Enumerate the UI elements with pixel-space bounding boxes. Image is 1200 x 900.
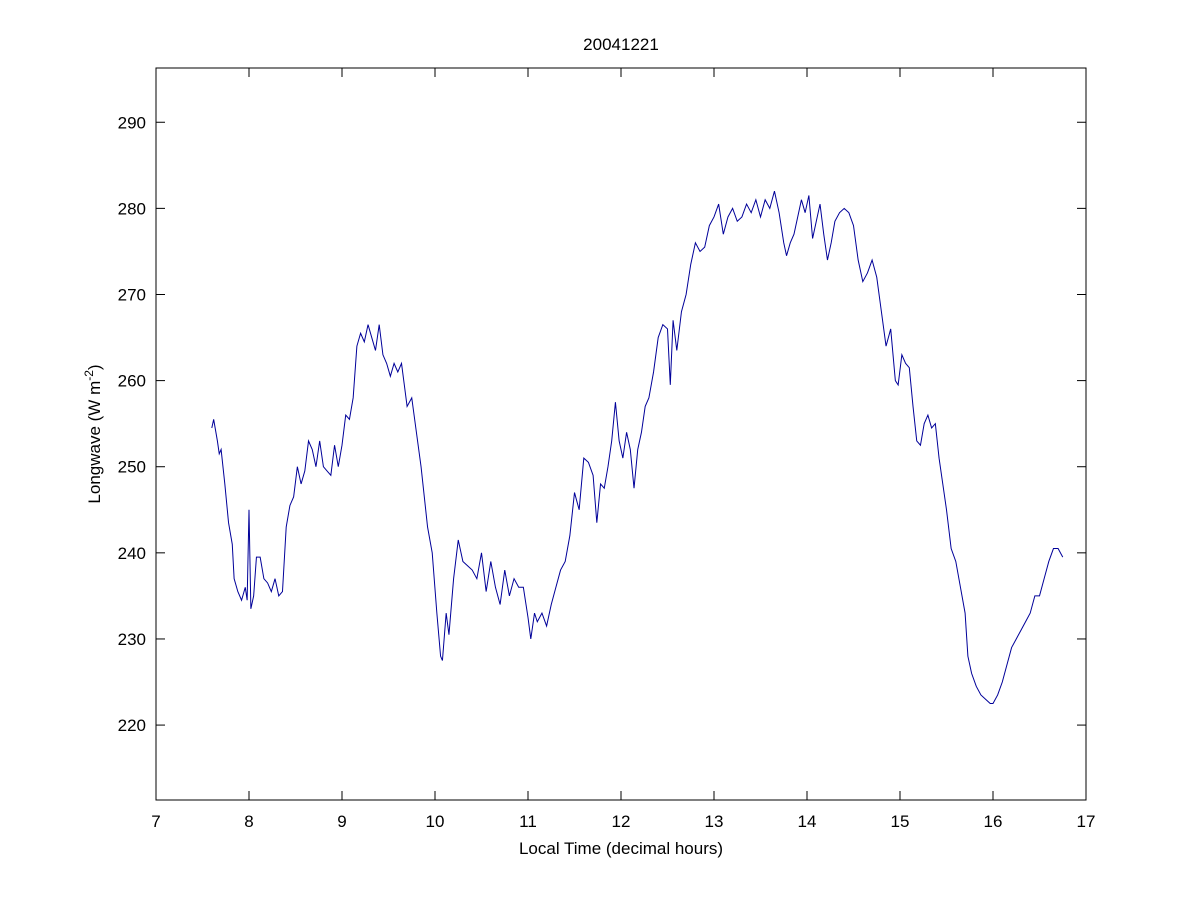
x-tick-label: 11 <box>519 812 537 831</box>
x-tick-label: 12 <box>612 812 631 831</box>
y-tick-label: 280 <box>118 199 146 218</box>
x-tick-label: 17 <box>1077 812 1096 831</box>
y-tick-label: 240 <box>118 544 146 563</box>
x-tick-label: 16 <box>984 812 1003 831</box>
x-tick-label: 10 <box>426 812 445 831</box>
y-tick-label: 250 <box>118 458 146 477</box>
x-tick-label: 14 <box>798 812 817 831</box>
y-tick-label: 270 <box>118 285 146 304</box>
x-tick-label: 7 <box>151 812 160 831</box>
x-tick-label: 15 <box>891 812 910 831</box>
y-label-end: ) <box>85 364 104 370</box>
data-line <box>211 191 1064 705</box>
x-tick-label: 9 <box>337 812 346 831</box>
y-axis-label: Longwave (W m-2) <box>82 364 104 503</box>
x-tick-label: 8 <box>244 812 253 831</box>
y-tick-label: 230 <box>118 630 146 649</box>
y-tick-label: 290 <box>118 113 146 132</box>
chart-title: 20041221 <box>583 35 659 54</box>
y-label-text: Longwave (W m <box>85 381 104 504</box>
y-tick-label: 220 <box>118 716 146 735</box>
plot-frame <box>155 67 1087 801</box>
y-tick-label: 260 <box>118 372 146 391</box>
x-axis-label: Local Time (decimal hours) <box>519 839 723 858</box>
y-label-sup: -2 <box>82 370 96 381</box>
x-tick-label: 13 <box>705 812 724 831</box>
